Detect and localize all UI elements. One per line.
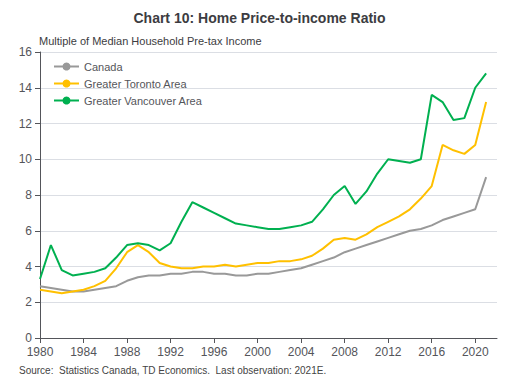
svg-text:10: 10	[19, 152, 33, 166]
svg-text:1988: 1988	[114, 345, 141, 359]
svg-text:1984: 1984	[70, 345, 97, 359]
svg-text:1980: 1980	[27, 345, 54, 359]
svg-text:2016: 2016	[418, 345, 445, 359]
svg-text:2008: 2008	[331, 345, 358, 359]
svg-text:Source: Statistics Canada, TD: Source: Statistics Canada, TD Economics.…	[19, 365, 326, 376]
svg-text:2004: 2004	[288, 345, 315, 359]
svg-text:1992: 1992	[157, 345, 184, 359]
svg-text:Greater Vancouver Area: Greater Vancouver Area	[84, 95, 203, 107]
svg-text:14: 14	[19, 81, 33, 95]
svg-text:2012: 2012	[375, 345, 402, 359]
svg-text:8: 8	[25, 188, 32, 202]
svg-text:2: 2	[25, 295, 32, 309]
svg-text:2000: 2000	[244, 345, 271, 359]
svg-text:2020: 2020	[462, 345, 489, 359]
svg-text:Greater Toronto Area: Greater Toronto Area	[84, 78, 187, 90]
svg-text:0: 0	[25, 331, 32, 345]
svg-text:Chart 10: Home Price-to-income: Chart 10: Home Price-to-income Ratio	[133, 10, 385, 26]
svg-text:4: 4	[25, 260, 32, 274]
svg-text:Canada: Canada	[84, 61, 123, 73]
svg-text:1996: 1996	[201, 345, 228, 359]
svg-text:Multiple of Median Household P: Multiple of Median Household Pre-tax Inc…	[39, 35, 262, 47]
svg-text:16: 16	[19, 45, 33, 59]
svg-text:12: 12	[19, 117, 33, 131]
svg-text:6: 6	[25, 224, 32, 238]
